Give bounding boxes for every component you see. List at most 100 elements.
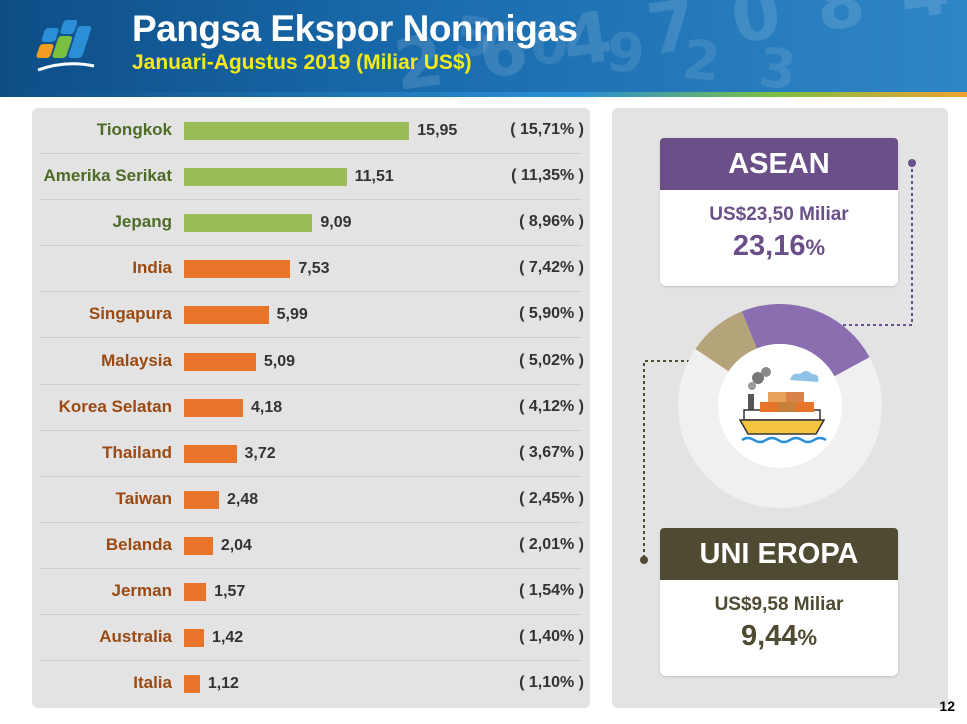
bar-row: Malaysia 5,09 ( 5,02% ) bbox=[32, 339, 590, 385]
row-divider bbox=[40, 383, 582, 385]
donut-asean-segment bbox=[741, 304, 870, 377]
row-divider bbox=[40, 337, 582, 339]
country-label: Korea Selatan bbox=[58, 396, 172, 416]
bar-value-label: 1,12 bbox=[207, 675, 239, 693]
share-label: ( 1,40% ) bbox=[519, 628, 584, 646]
bar bbox=[184, 306, 269, 325]
share-label: ( 11,35% ) bbox=[511, 167, 584, 185]
bar-row: Taiwan 2,48 ( 2,45% ) bbox=[32, 477, 590, 523]
bar-row: Korea Selatan 4,18 ( 4,12% ) bbox=[32, 385, 590, 431]
eu-share-percent-sign: % bbox=[797, 625, 817, 650]
share-label: ( 15,71% ) bbox=[510, 121, 584, 138]
country-label: Belanda bbox=[105, 534, 172, 554]
country-label: India bbox=[132, 258, 172, 278]
bps-logo-icon bbox=[36, 20, 95, 72]
share-label: ( 2,45% ) bbox=[519, 489, 584, 507]
bar-row: India 7,53 ( 7,42% ) bbox=[32, 246, 590, 293]
share-label: ( 5,90% ) bbox=[519, 305, 584, 323]
page-number: 12 bbox=[939, 698, 955, 714]
eu-export-amount: US$9,58 Miliar bbox=[714, 594, 844, 615]
country-label: Singapura bbox=[88, 304, 172, 324]
bar-chart-panel: Tiongkok 15,95 ( 15,71% ) Amerika Serikat 11… bbox=[32, 108, 590, 708]
bar bbox=[184, 168, 347, 187]
share-label: ( 1,10% ) bbox=[519, 674, 584, 692]
asean-export-share: 23,16% bbox=[660, 230, 898, 263]
share-label: ( 5,02% ) bbox=[519, 351, 584, 369]
asean-share-value: 23,16 bbox=[732, 230, 806, 262]
asean-connector bbox=[824, 163, 913, 326]
asean-connector-dot bbox=[908, 159, 916, 167]
row-divider bbox=[40, 291, 582, 293]
bar bbox=[184, 536, 213, 555]
country-label: Australia bbox=[99, 627, 172, 647]
row-divider bbox=[40, 475, 582, 477]
bar-value-label: 7,53 bbox=[298, 260, 330, 278]
bar bbox=[184, 629, 205, 648]
row-divider bbox=[40, 521, 582, 523]
asean-card: ASEAN US$23,50 Miliar 23,16% bbox=[660, 138, 898, 286]
bar bbox=[184, 214, 313, 233]
bar-value-label: 1,42 bbox=[212, 629, 244, 647]
page-title: Pangsa Ekspor Nonmigas bbox=[132, 8, 578, 49]
bar-row: Australia 1,42 ( 1,40% ) bbox=[32, 615, 590, 662]
row-divider bbox=[40, 153, 582, 154]
country-label: Thailand bbox=[102, 442, 172, 462]
bar bbox=[184, 260, 291, 279]
region-share-donut bbox=[678, 304, 882, 508]
bar-row: Jerman 1,57 ( 1,54% ) bbox=[32, 569, 590, 615]
share-label: ( 1,54% ) bbox=[519, 582, 584, 599]
country-label: Amerika Serikat bbox=[43, 166, 172, 186]
bar bbox=[184, 583, 207, 601]
bar bbox=[184, 398, 244, 417]
asean-share-percent-sign: % bbox=[805, 235, 826, 260]
row-divider bbox=[40, 567, 582, 569]
bar-value-label: 15,95 bbox=[417, 122, 458, 139]
bar-row: Belanda 2,04 ( 2,01% ) bbox=[32, 523, 590, 569]
header-banner: 2 6 4 7 0 8 4 5 0 9 2 3 Pangsa Ekspor No… bbox=[0, 0, 967, 92]
eu-export-share: 9,44% bbox=[660, 620, 898, 653]
country-label: Italia bbox=[133, 673, 172, 693]
share-label: ( 8,96% ) bbox=[519, 213, 584, 231]
country-label: Tiongkok bbox=[96, 120, 172, 139]
eu-card-title: UNI EROPA bbox=[660, 528, 898, 580]
share-label: ( 2,01% ) bbox=[519, 535, 584, 553]
bar-row: Amerika Serikat 11,51 ( 11,35% ) bbox=[32, 154, 590, 201]
row-divider bbox=[40, 245, 582, 247]
bar bbox=[184, 352, 256, 371]
donut-eu-segment bbox=[695, 311, 758, 372]
bar bbox=[184, 675, 200, 694]
cargo-ship-icon bbox=[738, 367, 827, 444]
bar-value-label: 9,09 bbox=[320, 214, 352, 232]
eu-card: UNI EROPA US$9,58 Miliar 9,44% bbox=[660, 528, 898, 676]
row-divider bbox=[40, 199, 582, 201]
bar-value-label: 3,72 bbox=[244, 444, 276, 462]
bar-value-label: 2,48 bbox=[227, 490, 259, 508]
bar-value-label: 5,09 bbox=[263, 352, 296, 370]
asean-export-amount: US$23,50 Miliar bbox=[709, 204, 849, 225]
bar-row: Tiongkok 15,95 ( 15,71% ) bbox=[32, 108, 590, 154]
share-label: ( 3,67% ) bbox=[519, 443, 584, 461]
country-label: Jerman bbox=[111, 581, 172, 600]
share-label: ( 7,42% ) bbox=[519, 259, 584, 277]
asean-card-title: ASEAN bbox=[660, 138, 898, 190]
header-stripe bbox=[0, 92, 967, 97]
country-label: Taiwan bbox=[115, 488, 172, 508]
row-divider bbox=[40, 429, 582, 431]
row-divider bbox=[40, 614, 582, 615]
country-label: Malaysia bbox=[101, 350, 172, 370]
eu-share-value: 9,44 bbox=[740, 620, 798, 652]
bar-value-label: 11,51 bbox=[354, 168, 394, 186]
share-label: ( 4,12% ) bbox=[519, 397, 584, 415]
bar-value-label: 1,57 bbox=[214, 583, 246, 600]
bar bbox=[184, 122, 410, 140]
row-divider bbox=[40, 660, 582, 662]
bar-row: Singapura 5,99 ( 5,90% ) bbox=[32, 292, 590, 339]
page-subtitle: Januari-Agustus 2019 (Miliar US$) bbox=[132, 51, 472, 74]
bar bbox=[184, 444, 237, 463]
bar-value-label: 2,04 bbox=[220, 536, 252, 554]
bar bbox=[184, 490, 220, 509]
bar-row: Jepang 9,09 ( 8,96% ) bbox=[32, 200, 590, 247]
country-label: Jepang bbox=[112, 212, 172, 232]
bar-row: Italia 1,12 ( 1,10% ) bbox=[32, 661, 590, 707]
bar-row: Thailand 3,72 ( 3,67% ) bbox=[32, 431, 590, 477]
